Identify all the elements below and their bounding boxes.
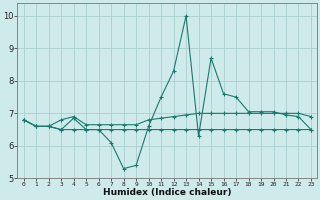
X-axis label: Humidex (Indice chaleur): Humidex (Indice chaleur) [103, 188, 232, 197]
